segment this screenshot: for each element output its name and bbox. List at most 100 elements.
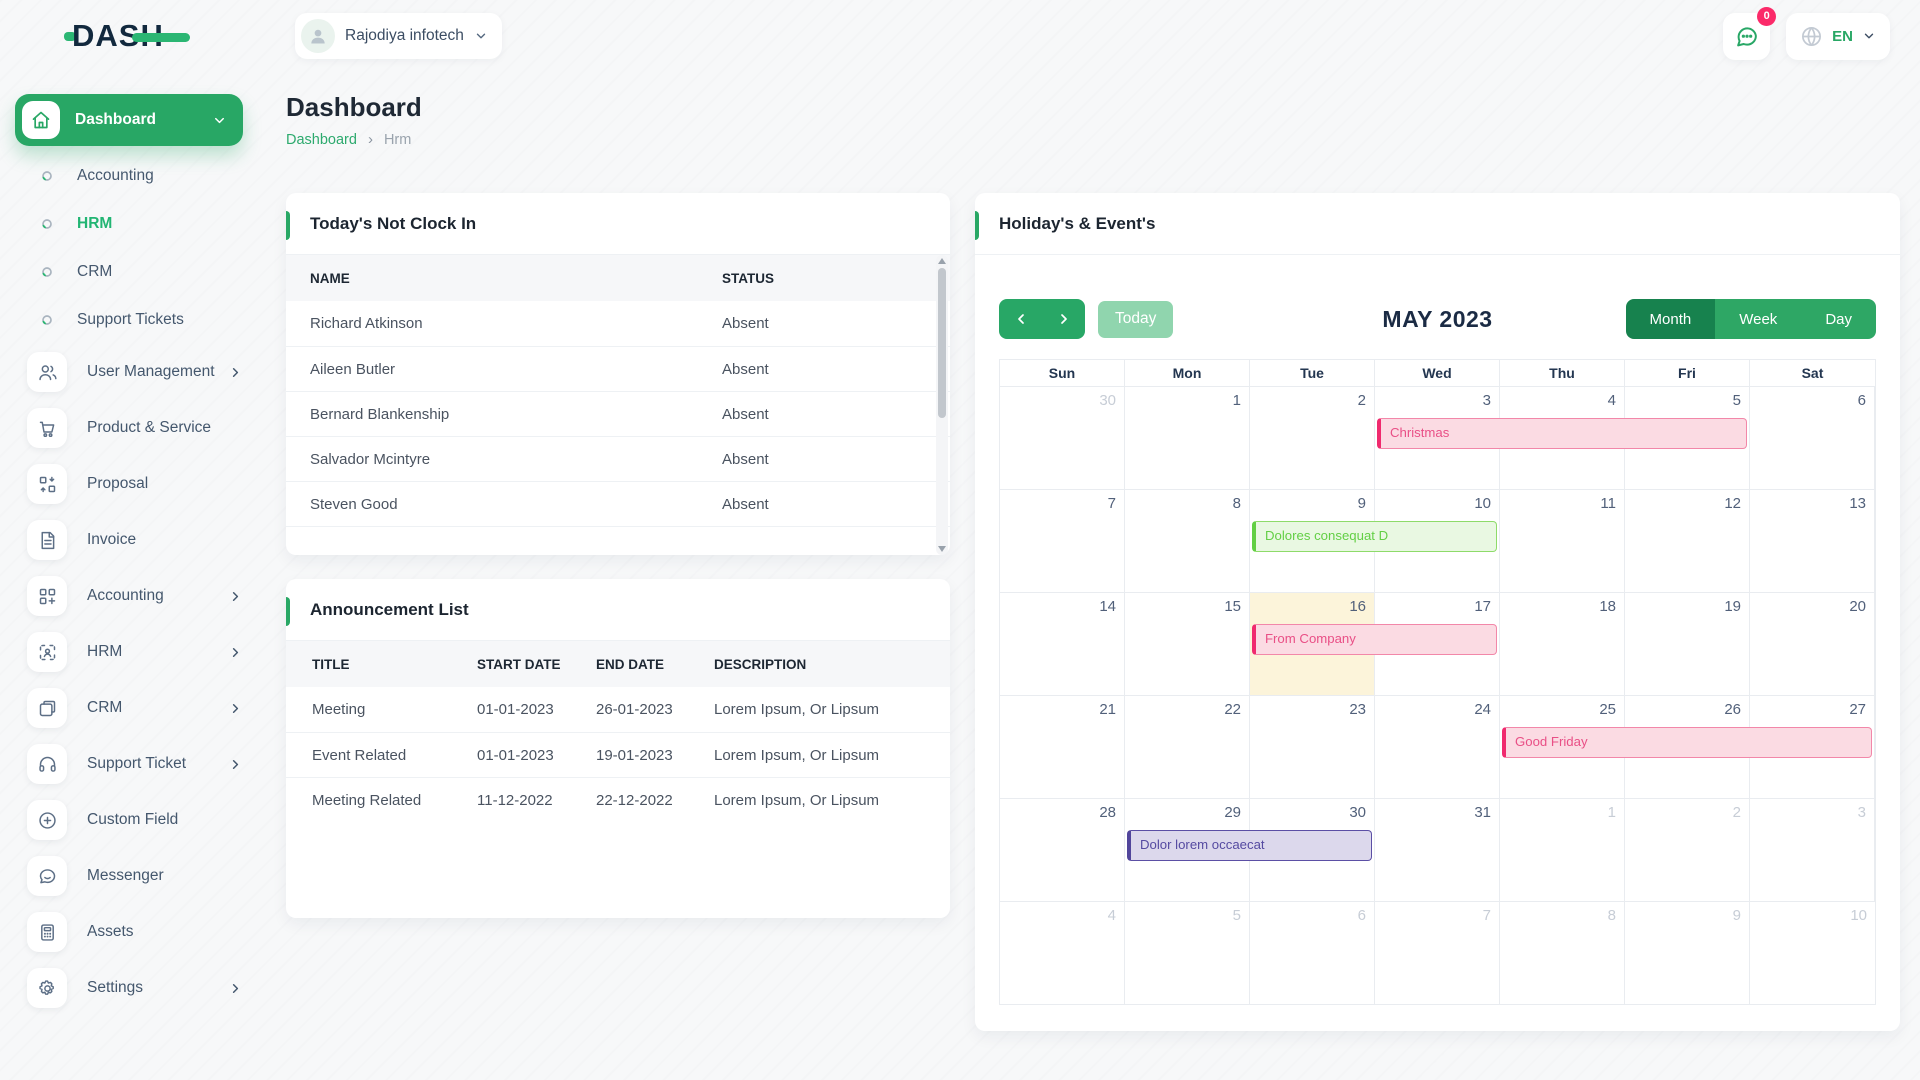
sidebar-item-custom-field[interactable]: Custom Field xyxy=(0,792,265,848)
scroll-up-arrow[interactable] xyxy=(938,258,946,264)
sidebar-item-messenger[interactable]: Messenger xyxy=(0,848,265,904)
vertical-scrollbar[interactable] xyxy=(936,255,948,555)
day-number: 10 xyxy=(1850,907,1867,924)
sidebar-item-invoice[interactable]: Invoice xyxy=(0,512,265,568)
day-cell[interactable]: 6 xyxy=(1750,387,1875,489)
day-number: 11 xyxy=(1600,495,1616,512)
cell-start: 01-01-2023 xyxy=(477,701,554,718)
day-number: 5 xyxy=(1732,392,1741,409)
sidebar-item-crm[interactable]: CRM xyxy=(0,680,265,736)
sidebar-item-accounting[interactable]: Accounting xyxy=(0,568,265,624)
day-cell[interactable]: 30 xyxy=(1000,387,1125,489)
day-cell[interactable]: 8 xyxy=(1500,902,1625,1004)
view-day-button[interactable]: Day xyxy=(1801,299,1876,339)
day-cell[interactable]: 18 xyxy=(1500,593,1625,695)
sidebar-item-label: Custom Field xyxy=(87,811,179,828)
sidebar-item-assets[interactable]: Assets xyxy=(0,904,265,960)
crm-icon xyxy=(27,688,67,728)
day-cell[interactable]: 7 xyxy=(1375,902,1500,1004)
day-number: 7 xyxy=(1107,495,1116,512)
calendar-event-dolor-lorem-occaecat[interactable]: Dolor lorem occaecat xyxy=(1126,830,1372,861)
table-row: Salvador Mcintyre Absent xyxy=(286,436,950,481)
day-cell[interactable]: 22 xyxy=(1125,696,1250,798)
sidebar-item-support-ticket[interactable]: Support Ticket xyxy=(0,736,265,792)
day-cell[interactable]: 4 xyxy=(1000,902,1125,1004)
chevron-right-icon xyxy=(232,591,239,601)
day-cell[interactable]: 30 xyxy=(1250,799,1375,901)
day-cell[interactable]: 19 xyxy=(1625,593,1750,695)
weekday-label: Mon xyxy=(1125,360,1250,386)
sidebar-item-proposal[interactable]: Proposal xyxy=(0,456,265,512)
day-number: 30 xyxy=(1099,392,1116,409)
prev-month-button[interactable] xyxy=(999,299,1042,339)
day-cell[interactable]: 5 xyxy=(1625,387,1750,489)
page-title: Dashboard xyxy=(286,92,422,122)
globe-icon xyxy=(1802,26,1822,46)
dot-icon xyxy=(41,170,53,182)
day-cell[interactable]: 24 xyxy=(1375,696,1500,798)
day-cell[interactable]: 2 xyxy=(1625,799,1750,901)
cell-start: 11-12-2022 xyxy=(477,791,553,809)
language-selector[interactable]: EN xyxy=(1786,12,1890,60)
day-cell[interactable]: 17 xyxy=(1375,593,1500,695)
sidebar-item-product-service[interactable]: Product & Service xyxy=(0,400,265,456)
breadcrumb-current: Hrm xyxy=(383,131,412,148)
day-cell[interactable]: 14 xyxy=(1000,593,1125,695)
logo-accent-dot xyxy=(64,31,76,41)
sidebar-item-dashboard-active[interactable]: Dashboard xyxy=(15,94,243,146)
logo-zone: DASH xyxy=(0,18,265,54)
day-cell[interactable]: 8 xyxy=(1125,490,1250,592)
sidebar-subitem-accounting[interactable]: Accounting xyxy=(0,152,265,200)
day-cell[interactable]: 15 xyxy=(1125,593,1250,695)
messages-button[interactable]: 0 xyxy=(1723,6,1777,60)
sidebar-item-user-management[interactable]: User Management xyxy=(0,344,265,400)
day-cell[interactable]: 6 xyxy=(1250,902,1375,1004)
calendar-event-christmas[interactable]: Christmas xyxy=(1377,418,1747,449)
home-icon xyxy=(22,101,60,139)
day-number: 30 xyxy=(1349,804,1366,821)
main-content: Dashboard Dashboard › Hrm Today's Not Cl… xyxy=(265,72,1920,1080)
day-cell[interactable]: 1 xyxy=(1125,387,1250,489)
sidebar-subitem-crm[interactable]: CRM xyxy=(0,248,265,296)
day-cell[interactable]: 10 xyxy=(1750,902,1875,1004)
day-cell[interactable]: 2 xyxy=(1250,387,1375,489)
day-cell[interactable]: 1 xyxy=(1500,799,1625,901)
sidebar-subitem-hrm[interactable]: HRM xyxy=(0,200,265,248)
day-cell[interactable]: 13 xyxy=(1750,490,1875,592)
day-cell[interactable]: 10 xyxy=(1375,490,1500,592)
view-week-button[interactable]: Week xyxy=(1715,299,1802,339)
dot-icon xyxy=(41,218,53,230)
sidebar-item-settings[interactable]: Settings xyxy=(0,960,265,1016)
scrollbar-thumb[interactable] xyxy=(938,268,946,418)
sidebar-item-label: Invoice xyxy=(87,531,137,548)
breadcrumb-dashboard-link[interactable]: Dashboard xyxy=(286,131,357,148)
day-number: 9 xyxy=(1732,907,1741,924)
sidebar-item-hrm[interactable]: HRM xyxy=(0,624,265,680)
calendar-event-from-company[interactable]: From Company xyxy=(1251,624,1497,655)
next-month-button[interactable] xyxy=(1042,299,1085,339)
day-cell[interactable]: 9 xyxy=(1625,902,1750,1004)
day-cell[interactable]: 11 xyxy=(1500,490,1625,592)
sidebar-item-label: Messenger xyxy=(87,867,164,884)
day-cell[interactable]: 20 xyxy=(1750,593,1875,695)
sidebar-subitem-support-tickets[interactable]: Support Tickets xyxy=(0,296,265,344)
view-month-button[interactable]: Month xyxy=(1625,299,1716,339)
day-cell[interactable]: 5 xyxy=(1125,902,1250,1004)
day-cell[interactable]: 12 xyxy=(1625,490,1750,592)
messages-count-badge: 0 xyxy=(1757,6,1777,26)
avatar xyxy=(301,19,335,53)
calendar-event-good-friday[interactable]: Good Friday xyxy=(1501,727,1872,758)
calendar-event-dolores-consequat-d[interactable]: Dolores consequat D xyxy=(1251,521,1497,552)
day-cell[interactable]: 23 xyxy=(1250,696,1375,798)
company-selector[interactable]: Rajodiya infotech xyxy=(295,13,502,59)
day-cell[interactable]: 28 xyxy=(1000,799,1125,901)
chevron-down-icon xyxy=(1864,33,1874,39)
day-cell[interactable]: 7 xyxy=(1000,490,1125,592)
day-cell[interactable]: 21 xyxy=(1000,696,1125,798)
day-cell[interactable]: 3 xyxy=(1750,799,1875,901)
scroll-down-arrow[interactable] xyxy=(938,546,946,552)
today-button[interactable]: Today xyxy=(1098,300,1174,338)
day-number: 10 xyxy=(1474,495,1491,512)
day-cell[interactable]: 31 xyxy=(1375,799,1500,901)
day-cell[interactable]: 27 xyxy=(1750,696,1875,798)
